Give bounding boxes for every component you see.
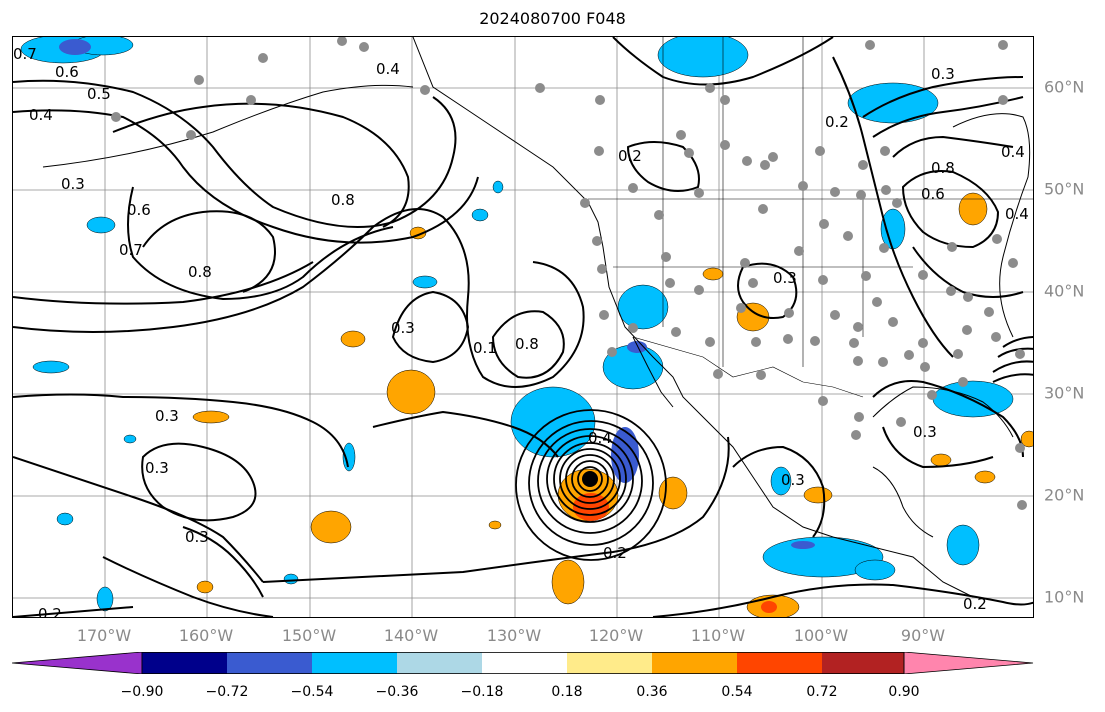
contour-label: 0.4 [588, 429, 612, 447]
colorbar-tick: −0.90 [120, 684, 164, 700]
contour-label: 0.2 [603, 544, 627, 562]
contour-label: 0.4 [1005, 205, 1029, 223]
lon-label: 120°W [588, 626, 644, 645]
contour-label: 0.3 [61, 175, 85, 193]
lat-label: 60°N [1044, 77, 1085, 97]
contour-label: 0.4 [29, 106, 53, 124]
contour-label: 0.2 [618, 147, 642, 165]
contour-label: 0.3 [913, 423, 937, 441]
lat-label: 50°N [1044, 179, 1085, 199]
lat-label: 40°N [1044, 281, 1085, 301]
contour-label: 0.5 [87, 85, 111, 103]
hurricane-contours [515, 409, 667, 561]
colorbar-tick: 0.36 [636, 684, 668, 700]
contour-label: 0.8 [515, 335, 539, 353]
contour-label: 0.8 [188, 263, 212, 281]
contour-label: 0.1 [473, 339, 497, 357]
map-canvas: 0.7 0.6 0.5 0.4 0.4 0.3 0.6 0.7 0.8 0.8 … [13, 37, 1033, 618]
contour-label: 0.6 [127, 201, 151, 219]
lon-label: 100°W [793, 626, 849, 645]
contour-label: 0.3 [145, 459, 169, 477]
contour-label: 0.7 [119, 241, 143, 259]
colorbar-tick: 0.90 [888, 684, 920, 700]
colorbar-tick: 0.54 [721, 684, 753, 700]
coastlines [42, 37, 1031, 598]
contour-label: 0.8 [331, 191, 355, 209]
contour-label: 0.3 [931, 65, 955, 83]
lon-label: 110°W [690, 626, 746, 645]
colorbar-tick: −0.54 [290, 684, 334, 700]
contour-label: 0.3 [155, 407, 179, 425]
colorbar-tick: −0.36 [375, 684, 419, 700]
contour-label: 0.6 [55, 63, 79, 81]
contour-label: 0.7 [13, 45, 37, 63]
contour-label: 0.3 [773, 269, 797, 287]
lat-label: 30°N [1044, 383, 1085, 403]
lon-label: 170°W [76, 626, 132, 645]
colorbar [12, 652, 1034, 674]
hurricane-center-marker [582, 471, 598, 487]
contour-label: 0.2 [38, 605, 62, 618]
contour-label: 0.8 [931, 159, 955, 177]
colorbar-tick: −0.18 [460, 684, 504, 700]
lon-label: 90°W [900, 626, 946, 645]
contour-label: 0.3 [185, 528, 209, 546]
colorbar-tick: 0.72 [806, 684, 838, 700]
contour-label: 0.2 [963, 595, 987, 613]
station-dots [111, 37, 1027, 510]
contour-label: 0.4 [1001, 143, 1025, 161]
lon-label: 160°W [178, 626, 234, 645]
map-panel[interactable]: 0.7 0.6 0.5 0.4 0.4 0.3 0.6 0.7 0.8 0.8 … [12, 36, 1034, 618]
lon-label: 140°W [383, 626, 439, 645]
lon-label: 150°W [281, 626, 337, 645]
colorbar-tick: −0.72 [205, 684, 249, 700]
contour-label: 0.2 [825, 113, 849, 131]
contour-label: 0.3 [781, 471, 805, 489]
negative-anomaly-fills [20, 37, 1014, 612]
political-borders [588, 37, 1033, 398]
map-title: 2024080700 F048 [479, 9, 626, 28]
contour-lines [13, 37, 1033, 617]
contour-label: 0.3 [391, 319, 415, 337]
contour-label: 0.6 [921, 185, 945, 203]
lat-label: 10°N [1044, 587, 1085, 607]
colorbar-tick: 0.18 [551, 684, 583, 700]
lon-label: 130°W [486, 626, 542, 645]
lat-label: 20°N [1044, 485, 1085, 505]
contour-labels: 0.7 0.6 0.5 0.4 0.4 0.3 0.6 0.7 0.8 0.8 … [13, 45, 1029, 618]
contour-label: 0.4 [376, 60, 400, 78]
